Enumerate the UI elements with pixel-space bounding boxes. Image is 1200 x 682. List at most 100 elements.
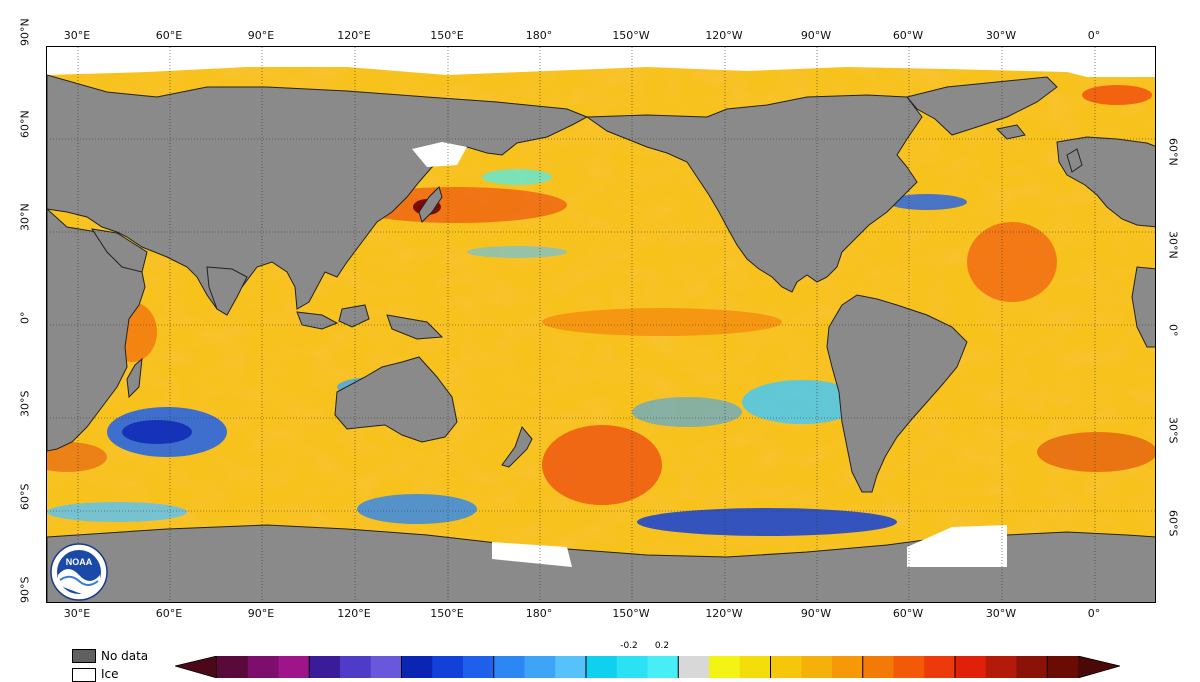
anomaly-southeast-pacific-cool: [742, 380, 862, 424]
colorbar-cell: [370, 656, 402, 678]
colorbar-cell: [432, 656, 464, 678]
lon-tick-bottom: 150°W: [612, 607, 650, 620]
colorbar-cell: [463, 656, 495, 678]
colorbar-cell: [524, 656, 556, 678]
anomaly-central-north-pacific-cool: [467, 246, 567, 258]
colorbar-cell: [555, 656, 587, 678]
anomaly-north-pacific-cool: [482, 169, 552, 185]
lon-tick-top: 0°: [1087, 29, 1101, 42]
no-data-label: No data: [101, 649, 149, 663]
iceland: [995, 124, 1026, 140]
arabia: [90, 228, 148, 273]
madagascar: [126, 357, 143, 399]
lat-tick-left: 30°N: [18, 203, 32, 231]
anomaly-arctic-atlantic: [1082, 85, 1152, 105]
lat-tick-right: 30°N: [1166, 231, 1180, 259]
weddell-ice: [907, 525, 1007, 567]
lon-tick-bottom: 90°W: [800, 607, 832, 620]
okhotsk-ice: [412, 142, 467, 167]
colorbar-cell: [862, 656, 894, 678]
new-guinea: [386, 314, 444, 340]
lat-tick-right: 30°S: [1166, 417, 1180, 444]
lon-tick-top: 60°E: [155, 29, 183, 42]
colorbar-cell: [678, 656, 710, 678]
lon-tick-bottom: 90°E: [247, 607, 275, 620]
arctic-ice: [47, 47, 1155, 77]
colorbar-cell: [709, 656, 741, 678]
colorbar-tick-label: 0.2: [654, 641, 670, 651]
eurasia: [47, 74, 589, 310]
colorbar-cells: [217, 656, 1079, 678]
new-zealand: [501, 426, 533, 468]
colorbar-right-arrow: [1077, 655, 1122, 679]
lon-tick-top: 120°W: [705, 29, 743, 42]
colorbar-cell: [309, 656, 341, 678]
colorbar-svg: [173, 655, 1122, 679]
colorbar: [173, 655, 1122, 682]
borneo: [338, 304, 370, 328]
lon-tick-bottom: 60°E: [155, 607, 183, 620]
europe: [1056, 136, 1155, 228]
colorbar-cell: [770, 656, 802, 678]
lon-tick-bottom: 180°: [525, 607, 553, 620]
lon-tick-top: 60°W: [892, 29, 924, 42]
lat-tick-left: 60°N: [18, 110, 32, 138]
colorbar-cell: [924, 656, 956, 678]
colorbar-cell: [401, 656, 433, 678]
land-masses: [47, 74, 1155, 493]
anomaly-southern-atlantic-sector: [47, 502, 187, 522]
colorbar-cell: [278, 656, 310, 678]
lon-tick-top: 120°E: [337, 29, 371, 42]
lon-tick-bottom: 150°E: [430, 607, 464, 620]
anomaly-south-central-pacific-cool: [632, 397, 742, 427]
colorbar-cell: [893, 656, 925, 678]
west-africa-right: [1131, 266, 1155, 348]
lat-tick-right: 60°N: [1166, 138, 1180, 166]
anomaly-north-atlantic-warm: [967, 222, 1057, 302]
japan: [418, 186, 443, 223]
noaa-logo-text: NOAA: [66, 557, 93, 567]
anomaly-south-indian-core: [122, 420, 192, 444]
lat-tick-right: 60°S: [1166, 510, 1180, 537]
greenland: [906, 76, 1058, 136]
colorbar-cell: [586, 656, 618, 678]
north-america: [585, 94, 923, 293]
lon-tick-top: 30°E: [63, 29, 91, 42]
lon-tick-bottom: 0°: [1087, 607, 1101, 620]
anomaly-south-atlantic-warm: [1037, 432, 1155, 472]
lat-tick-left: 90°S: [18, 576, 32, 603]
lat-tick-left: 60°S: [18, 483, 32, 510]
lat-tick-left: 0°: [18, 311, 32, 325]
lon-tick-bottom: 30°E: [63, 607, 91, 620]
graticule: [47, 47, 1155, 602]
anomaly-equatorial-pacific: [542, 308, 782, 336]
lon-tick-top: 30°W: [985, 29, 1017, 42]
lat-tick-left: 90°N: [18, 18, 32, 46]
lon-tick-top: 90°W: [800, 29, 832, 42]
cool-anomalies: [47, 169, 967, 536]
lon-tick-bottom: 60°W: [892, 607, 924, 620]
colorbar-cell: [217, 656, 249, 678]
sst-anomaly-map: [46, 46, 1156, 603]
warm-anomalies: [47, 85, 1155, 505]
colorbar-cell: [832, 656, 864, 678]
colorbar-cell: [493, 656, 525, 678]
map-canvas: [47, 47, 1155, 602]
noaa-logo-icon: NOAA: [50, 543, 108, 601]
south-america: [826, 294, 968, 493]
lon-tick-top: 150°W: [612, 29, 650, 42]
anomaly-southern-ocean-cool: [637, 508, 897, 536]
colorbar-cell: [1016, 656, 1048, 678]
antarctica: [47, 524, 1155, 602]
australia: [334, 356, 458, 443]
anomaly-gulf-stream-cool: [887, 194, 967, 210]
noaa-logo: NOAA: [50, 543, 108, 605]
lat-tick-left: 30°S: [18, 390, 32, 417]
anomaly-southern-indian-cool: [357, 494, 477, 524]
no-data-swatch: [72, 649, 96, 663]
colorbar-left-arrow: [173, 655, 218, 679]
colorbar-cell: [801, 656, 833, 678]
anomaly-south-pacific-warm: [542, 425, 662, 505]
lon-tick-bottom: 30°W: [985, 607, 1017, 620]
lon-tick-top: 150°E: [430, 29, 464, 42]
